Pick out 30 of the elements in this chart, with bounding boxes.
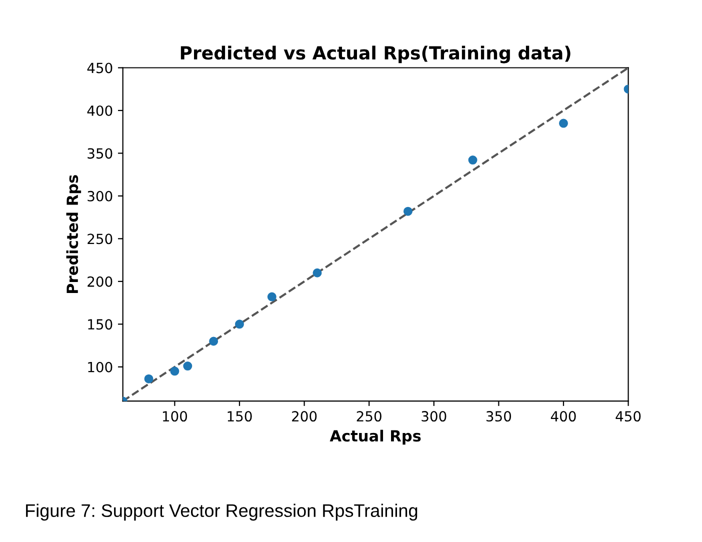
chart-title: Predicted vs Actual Rps(Training data)	[180, 46, 570, 64]
y-tick-label: 450	[87, 62, 112, 74]
x-tick-label: 300	[422, 411, 446, 422]
point	[403, 206, 412, 216]
y-tick-label: 100	[88, 362, 112, 372]
x-tick-label: 350	[486, 411, 512, 422]
point	[170, 366, 180, 376]
x-tick-label: 450	[616, 411, 641, 422]
y-tick-label: 400	[87, 105, 112, 116]
x-tick-label: 150	[228, 411, 252, 422]
y-tick-label: 200	[88, 276, 112, 287]
y-axis-title: Predicted Rps	[66, 175, 82, 294]
point	[267, 292, 276, 302]
x-axis-title: Actual Rps	[330, 430, 421, 445]
y-tick-label: 250	[88, 234, 112, 244]
point	[183, 362, 192, 371]
caption: Figure 7: Support Vector Regression RpsTraining	[26, 504, 418, 521]
y-tick-label: 350	[88, 148, 112, 159]
x-tick-label: 100	[162, 411, 188, 422]
point	[209, 336, 218, 346]
point	[312, 268, 322, 278]
point	[558, 118, 568, 128]
point	[234, 320, 244, 329]
x-tick-label: 200	[292, 411, 317, 422]
point	[144, 374, 154, 384]
point	[468, 156, 478, 165]
x-tick-label: 250	[356, 411, 382, 422]
y-tick-label: 150	[88, 319, 112, 330]
x-tick-label: 400	[550, 411, 576, 422]
y-tick-label: 300	[88, 190, 112, 202]
